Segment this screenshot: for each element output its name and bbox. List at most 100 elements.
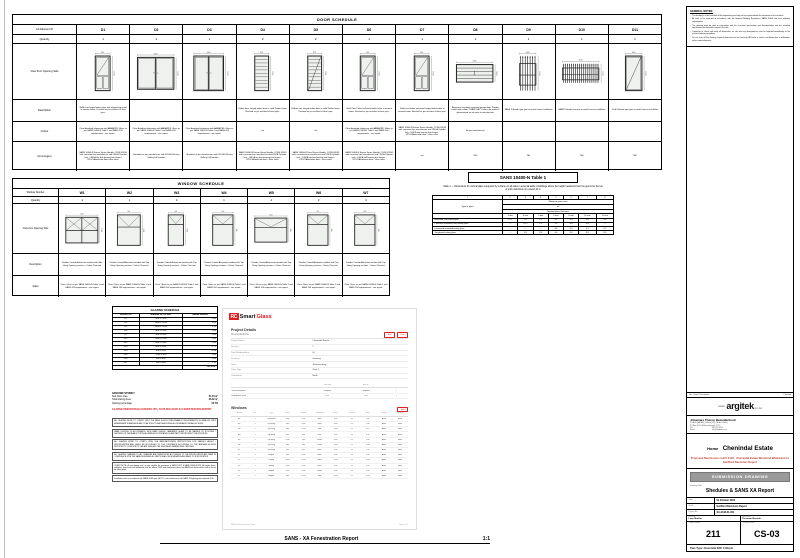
window-cell-W3: Powder Coated Aluminium window with Top … [154, 254, 201, 275]
rc-windows-cell: West [317, 449, 322, 452]
project-number-cell: Project Number 211 [687, 521, 741, 544]
rc-windows-cell: W5 [237, 438, 241, 441]
rc-windows-cell: 1 [254, 423, 256, 426]
door-cell-D8: As per manufacturer [449, 122, 503, 141]
door-cell-D6: SANS 10400-N Fixture Series Handle, CODE… [343, 142, 397, 171]
rc-windows-cell: None [397, 443, 403, 446]
svg-text:900: 900 [127, 211, 130, 213]
rc-action-buttons: Edit Print [384, 332, 408, 338]
rc-report-footer: SANS XA Fenestration Report Page 1 of 1 [231, 524, 408, 526]
rc-windows-cell: 1 [254, 469, 256, 472]
door-cell-D3: D3 [183, 25, 237, 34]
svg-text:5000: 5000 [472, 60, 476, 62]
rc-windows-row: D6 1 Hinged 900 2100 South 0.64 5.2 1.89 Alum None [231, 469, 408, 474]
rc-windows-cell: East [317, 428, 322, 431]
window-cell-W2: Clear. Glass as per SANS 10400-N Table 1… [106, 276, 154, 297]
rc-windows-cell: Alum [381, 423, 386, 426]
rc-print-button[interactable]: Print [396, 332, 408, 338]
svg-text:600: 600 [364, 211, 367, 213]
rc-field-value: 51 [312, 351, 315, 354]
door-cell-D4: D4 [237, 25, 290, 34]
door-elevation-D7: 900 2100 [396, 44, 450, 99]
rc-windows-cell: 1 [254, 428, 256, 431]
rc-windows-cell: 1.08 [366, 423, 370, 426]
window-elevation-W1: 1500 1200 [59, 204, 107, 253]
door-cell-D9: TBC [503, 142, 556, 171]
rc-windows-row: W3 1 Top Hung 600 1200 East 0.64 5.2 0.72 Alum Non… [231, 427, 408, 433]
glazing-schedule-block: GLAZING SCHEDULE Element ID Nominal W x H… [112, 306, 219, 370]
bottom-caption-title: SANS - XA Fenestration Report [284, 536, 359, 542]
checked-by-cell: Checked By Theronac Bezuide [741, 516, 794, 521]
rc-windows-row: W7 4 Top Hung 600 900 West 0.64 5.2 2.16 Alum None [231, 448, 408, 454]
door-cell-D2: 1 [130, 35, 184, 43]
rc-field-label: Orientation [231, 375, 242, 378]
door-schedule-title: DOOR SCHEDULE [13, 15, 661, 25]
rc-windows-cell: 5.04 [366, 459, 370, 462]
rc-footer-left: SANS XA Fenestration Report [231, 524, 256, 526]
svg-text:2032: 2032 [271, 71, 273, 75]
door-elevation-D4: 813 2032 [237, 44, 290, 99]
window-cell-W1: Powder Coated Aluminium window with Side… [59, 254, 107, 275]
rc-windows-cell: None [397, 423, 403, 426]
rc-windows-cell: D7 [237, 475, 241, 477]
ground-storey-row: Nett Floor Area 51.04 m² [112, 396, 218, 399]
ground-storey-key: Total Glazing Area [112, 399, 131, 402]
door-cell-D1: SANS 10400-N Fixture Series Handle, CODE… [77, 142, 131, 171]
door-cell-D5: n/a [290, 122, 343, 141]
window-cell-W2: Powder Coated Aluminium window with Top … [106, 254, 154, 275]
sans-value-cell: 9.0 [578, 230, 597, 236]
svg-text:2100: 2100 [601, 71, 603, 75]
svg-text:900: 900 [235, 229, 237, 232]
rc-windows-col-header: U-Value [348, 412, 356, 415]
svg-text:900: 900 [288, 229, 290, 232]
door-cell-D11: Clad Palisade type gate to match house i… [611, 109, 659, 112]
rc-smartglass-logo: RC Smart Glass [223, 309, 416, 322]
glazing-total-value: 26.32 m² [181, 364, 219, 370]
sans-value-cell: 4.0 [547, 230, 565, 236]
logo-www-prefix: www. [718, 404, 726, 409]
rc-windows-col-header: SHGC [332, 412, 339, 415]
door-cell-D5: SANS 10400-N Panel Series Handle, CODE 6… [290, 142, 343, 171]
rc-windows-cell: 4 [254, 449, 256, 452]
rc-windows-cell: D2 [237, 459, 241, 462]
rc-windows-cell: Sliding [268, 459, 274, 462]
rc-windows-cell: None [397, 417, 403, 420]
rc-windows-cell: 1 [254, 433, 256, 436]
rc-field-row: Province Gauteng [231, 356, 408, 363]
drawing-numbers-row: Project Number 211 Drawing Number CS-03 [687, 521, 793, 545]
glazing-total-label [112, 364, 183, 370]
window-schedule-row: View from Opening Side 1500 1200 900 120… [13, 204, 389, 254]
svg-text:1200: 1200 [185, 228, 187, 232]
rc-windows-row: W4 1 Top Hung 600 900 East 0.64 5.2 0.54 Alum None [231, 432, 408, 438]
rc-windows-table: Element No. Type Width Height Orientation SHGC… [231, 411, 408, 480]
rc-windows-cell: Top Hung [267, 428, 276, 431]
rc-windows-cell: Top Hung [267, 423, 276, 426]
rc-windows-col-header: Frame [381, 412, 387, 415]
door-cell-D2 [130, 100, 184, 121]
rc-windows-row: D1 1 Hinged 900 2100 North 0.64 5.2 1.89 Alum None [231, 453, 408, 459]
svg-text:600: 600 [175, 211, 178, 213]
rc-edit-button[interactable]: Edit [384, 332, 395, 338]
window-elevation-W2: 900 1200 [106, 204, 154, 253]
drawing-number-value: CS-03 [753, 529, 780, 539]
window-schedule-row: Quantity 1 1 1 1 1 2 4 [13, 197, 389, 204]
rc-windows-cell: 0.72 [366, 428, 370, 431]
rc-add-window-button[interactable]: Add [397, 406, 408, 413]
rc-windows-table-header: Element No. Type Width Height Orientation SHGC… [231, 411, 408, 417]
door-cell-D10 [556, 122, 609, 141]
svg-text:2400: 2400 [495, 71, 497, 75]
revision-bar-left: Rev / Date / Description [689, 394, 709, 397]
rc-windows-cell: None [397, 475, 403, 477]
rc-windows-row: D7 1 Hinged 900 2100 East 0.64 5.2 1.89 Alum None [231, 474, 408, 480]
rc-windows-cell: 900 [285, 454, 289, 457]
rc-windows-cell: 1 [254, 438, 256, 441]
door-cell-D6: 1 [343, 35, 397, 43]
rc-windows-cell: 2400 [285, 459, 290, 462]
rc-windows-cell: 900 [301, 443, 305, 446]
window-cell-W7: W7 [363, 190, 369, 195]
rc-windows-cell: 900 [301, 438, 305, 441]
svg-text:Sliding: Sliding [206, 72, 211, 74]
rc-subtable-label: Total Glazing Area [231, 389, 246, 392]
door-cell-D10: 1 [556, 35, 609, 43]
